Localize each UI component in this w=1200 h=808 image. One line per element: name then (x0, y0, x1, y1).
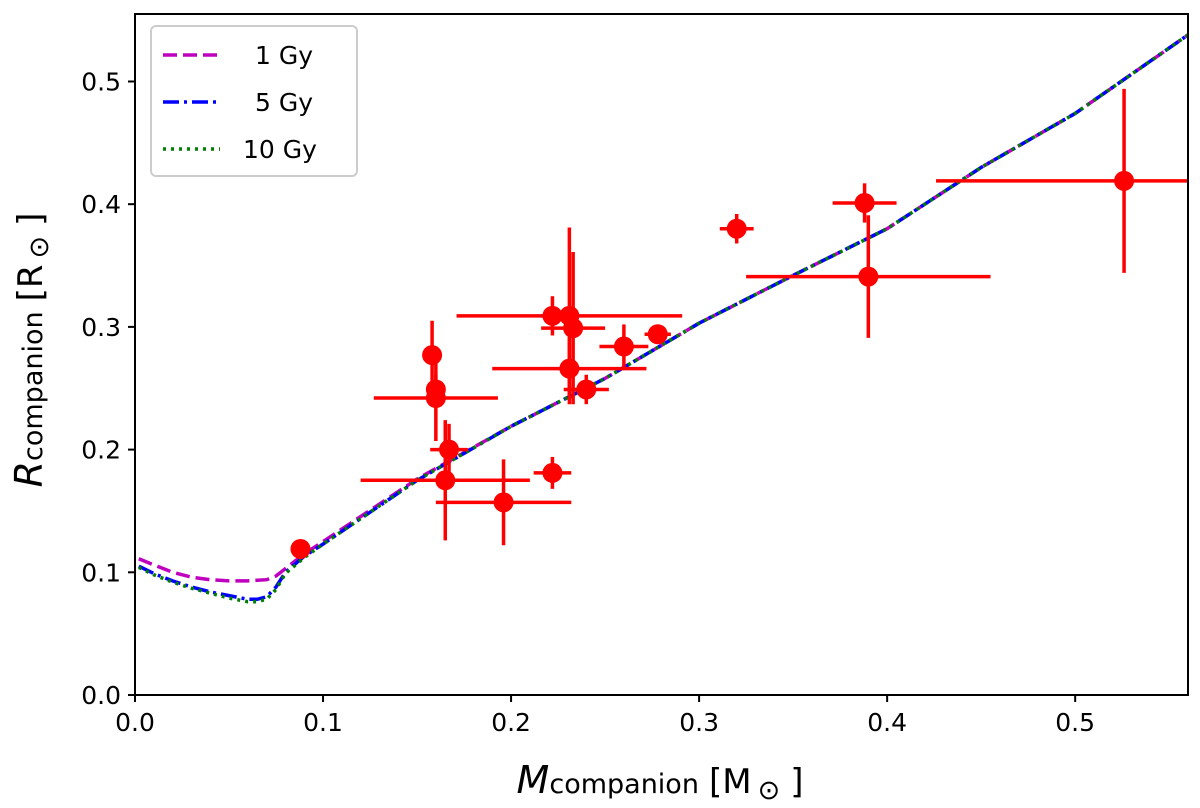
data-points (290, 88, 1188, 559)
x-tick-label: 0.4 (867, 708, 907, 737)
plot-frame (134, 13, 1189, 696)
y-tick-label: 0.5 (81, 67, 121, 96)
data-point (644, 324, 671, 345)
point-marker (425, 388, 446, 409)
point-marker (858, 266, 879, 287)
data-point (832, 183, 897, 223)
point-marker (854, 192, 875, 213)
data-point (599, 324, 649, 369)
point-marker (290, 538, 311, 559)
legend: 1 Gy 5 Gy 10 Gy (150, 25, 358, 177)
x-tick-label: 0.0 (115, 708, 155, 737)
data-point (541, 252, 606, 405)
point-marker (726, 218, 747, 239)
y-tick-label: 0.2 (81, 436, 121, 465)
data-point (936, 88, 1188, 273)
data-point (290, 538, 311, 559)
x-tick-label: 0.1 (303, 708, 343, 737)
point-marker (559, 358, 580, 379)
y-tick-label: 0.3 (81, 313, 121, 342)
y-axis-label: Rcompanion[R⊙] (7, 213, 55, 488)
data-point (435, 459, 572, 546)
data-point (373, 355, 498, 442)
y-tick-label: 0.1 (81, 558, 121, 587)
data-point (533, 456, 572, 489)
data-point (422, 320, 443, 390)
point-marker (542, 462, 563, 483)
point-marker (576, 379, 597, 400)
point-marker (493, 492, 514, 513)
y-tick-label: 0.4 (81, 190, 121, 219)
point-marker (422, 345, 443, 366)
data-point (563, 374, 609, 405)
point-marker (439, 439, 460, 460)
data-point (719, 214, 754, 244)
x-tick-label: 0.3 (679, 708, 719, 737)
isochrone-curves (138, 33, 1188, 604)
y-tick-label: 0.0 (81, 681, 121, 710)
x-tick-label: 0.5 (1055, 708, 1095, 737)
x-tick-label: 0.2 (491, 708, 531, 737)
legend-1gy-label: 1 Gy (255, 41, 313, 70)
data-point (360, 420, 530, 541)
point-marker (435, 470, 456, 491)
point-marker (563, 318, 584, 339)
y-axis-ticks: 0.0 0.1 0.2 0.3 0.4 0.5 (81, 67, 135, 710)
legend-box (150, 25, 358, 177)
data-point (746, 215, 991, 338)
curve-10gy (138, 33, 1188, 604)
x-axis-ticks: 0.0 0.1 0.2 0.3 0.4 0.5 (115, 695, 1095, 737)
point-marker (613, 336, 634, 357)
legend-10gy-label: 10 Gy (243, 135, 317, 164)
x-axis-label: Mcompanion [M ⊙] (517, 758, 804, 806)
legend-5gy-label: 5 Gy (255, 88, 313, 117)
point-marker (1114, 170, 1135, 191)
point-marker (647, 324, 668, 345)
